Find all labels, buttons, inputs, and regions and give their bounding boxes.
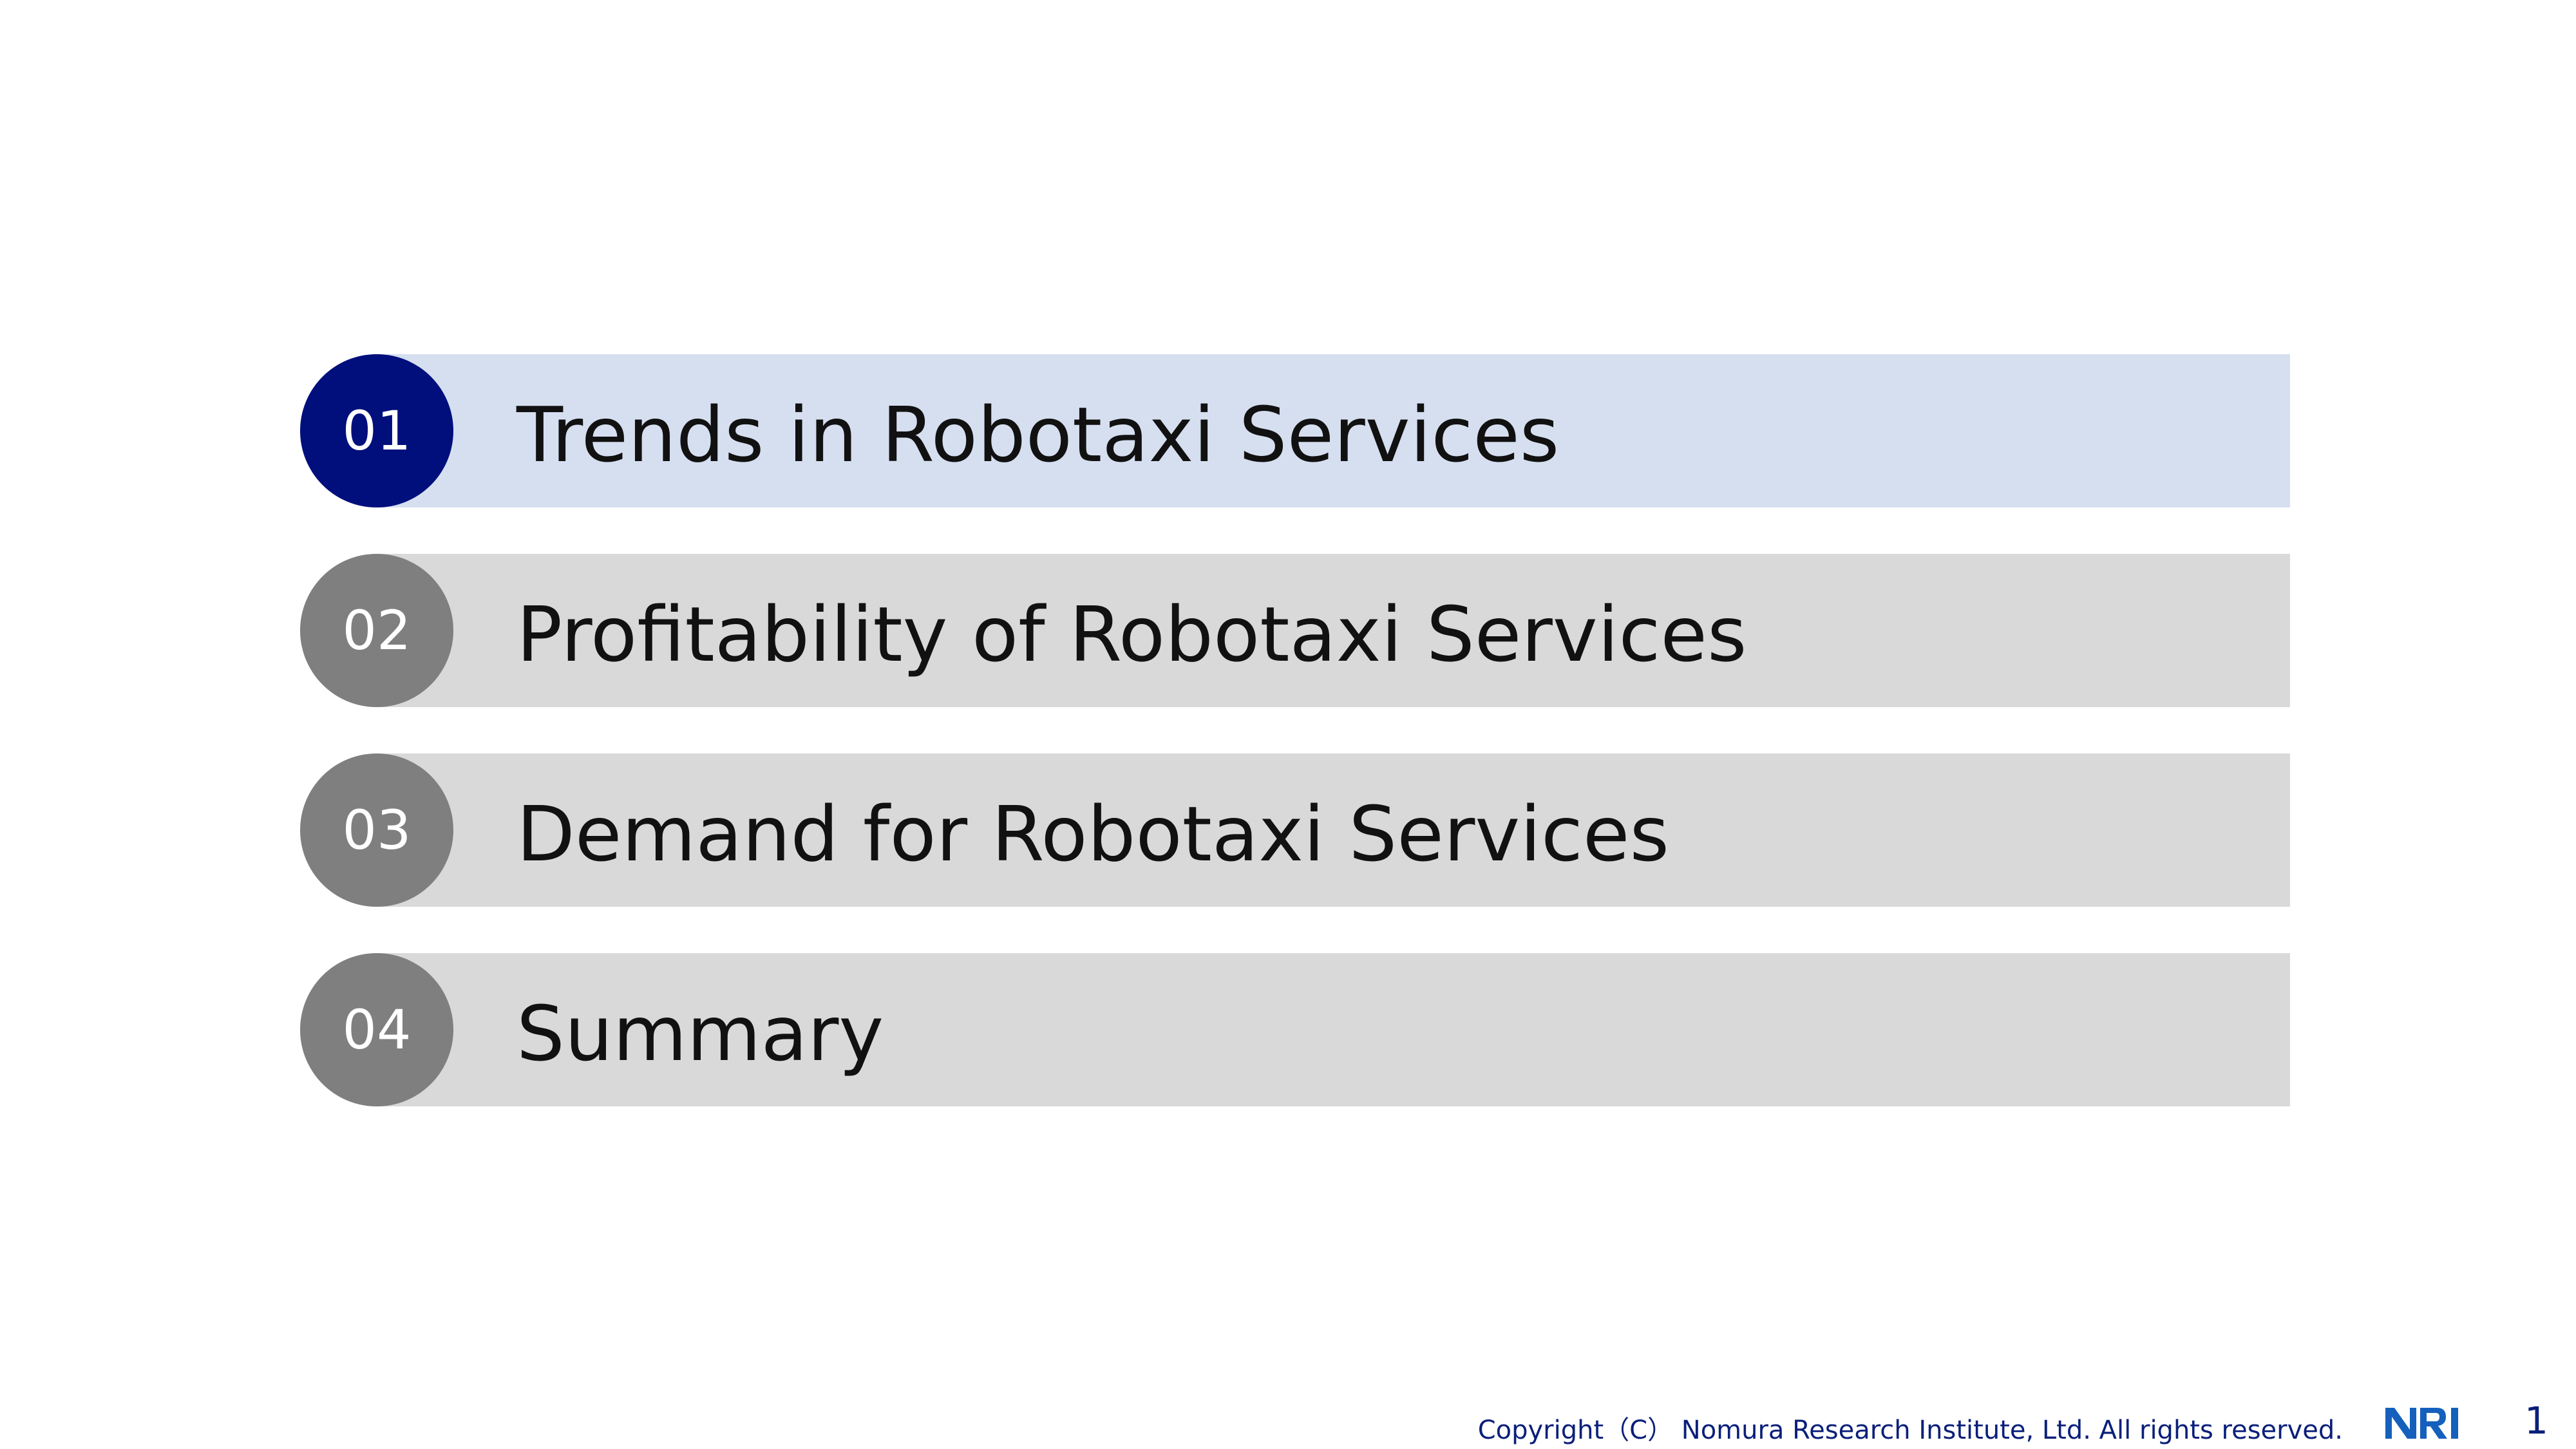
agenda-item-bar bbox=[377, 953, 2290, 1106]
copyright-notice: Copyright（C） Nomura Research Institute, … bbox=[1477, 1416, 2343, 1445]
agenda-item-trends[interactable]: 01 Trends in Robotaxi Services bbox=[300, 354, 2290, 507]
agenda-item-bar bbox=[377, 753, 2290, 907]
agenda-item-number: 04 bbox=[300, 953, 453, 1106]
agenda-item-bar bbox=[377, 354, 2290, 507]
nri-logo bbox=[2385, 1408, 2458, 1439]
agenda-item-title: Demand for Robotaxi Services bbox=[516, 790, 1669, 878]
agenda-item-number: 03 bbox=[300, 753, 453, 907]
agenda-item-profitability[interactable]: 02 Profitability of Robotaxi Services bbox=[300, 554, 2290, 707]
agenda-item-number: 01 bbox=[300, 354, 453, 507]
agenda-item-summary[interactable]: 04 Summary bbox=[300, 953, 2290, 1106]
agenda-item-title: Profitability of Robotaxi Services bbox=[516, 590, 1747, 679]
agenda-item-title: Summary bbox=[516, 989, 884, 1078]
agenda-item-bar bbox=[377, 554, 2290, 707]
agenda-item-demand[interactable]: 03 Demand for Robotaxi Services bbox=[300, 753, 2290, 907]
agenda-item-number: 02 bbox=[300, 554, 453, 707]
agenda-item-title: Trends in Robotaxi Services bbox=[516, 390, 1560, 479]
page-number: 1 bbox=[2524, 1399, 2548, 1443]
